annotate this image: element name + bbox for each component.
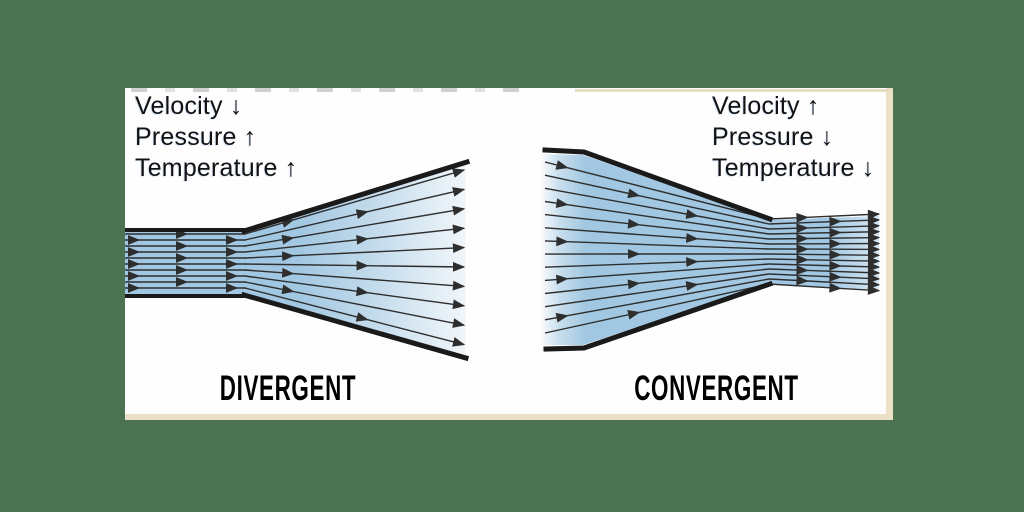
streamline — [244, 243, 466, 262]
streamline — [768, 238, 881, 249]
streamline — [768, 221, 881, 234]
divergent-title: DIVERGENT — [219, 369, 357, 408]
diagram-panel: Velocity ↓ Pressure ↑ Temperature ↑ Velo… — [125, 88, 893, 420]
convergent-top-wall — [542, 147, 774, 223]
convergent-bottom-wall — [543, 280, 774, 352]
streamline — [768, 232, 881, 244]
convergent-properties: Velocity ↑ Pressure ↓ Temperature ↓ — [712, 91, 874, 184]
flow-diagram — [125, 147, 881, 362]
divergent-temperature-label: Temperature ↑ — [135, 154, 298, 182]
divergent-streamlines — [125, 168, 466, 347]
divergent-bottom-wall — [240, 291, 470, 362]
streamline — [544, 268, 770, 295]
divergent-pressure-label: Pressure ↑ — [135, 123, 257, 151]
streamline — [544, 263, 770, 285]
divergent-flow-fill — [125, 165, 466, 356]
streamline — [544, 213, 770, 240]
convergent-temperature-label: Temperature ↓ — [712, 154, 875, 182]
streamline — [544, 278, 770, 323]
streamline — [244, 260, 466, 272]
convergent-flow-fill — [539, 154, 879, 345]
streamline — [544, 160, 770, 220]
streamline — [768, 282, 881, 295]
streamline — [544, 198, 770, 235]
divergent-velocity-label: Velocity ↓ — [135, 92, 243, 120]
streamline — [768, 254, 881, 266]
streamline — [544, 283, 770, 334]
streamline — [768, 227, 881, 238]
streamline — [244, 267, 466, 291]
streamline — [544, 174, 770, 225]
streamline — [244, 287, 466, 347]
divergent-properties: Velocity ↓ Pressure ↑ Temperature ↑ — [135, 91, 297, 184]
streamline — [768, 209, 881, 223]
streamline — [244, 205, 466, 247]
convergent-pressure-label: Pressure ↓ — [712, 123, 834, 151]
convergent-streamlines — [544, 160, 881, 334]
streamline — [544, 236, 770, 250]
streamline — [544, 227, 770, 245]
streamline — [544, 257, 770, 268]
divergent-top-wall — [240, 158, 471, 235]
convergent-velocity-label: Velocity ↑ — [712, 92, 820, 120]
convergent-title: CONVERGENT — [634, 369, 799, 408]
streamline — [544, 187, 770, 230]
streamline — [544, 273, 770, 308]
